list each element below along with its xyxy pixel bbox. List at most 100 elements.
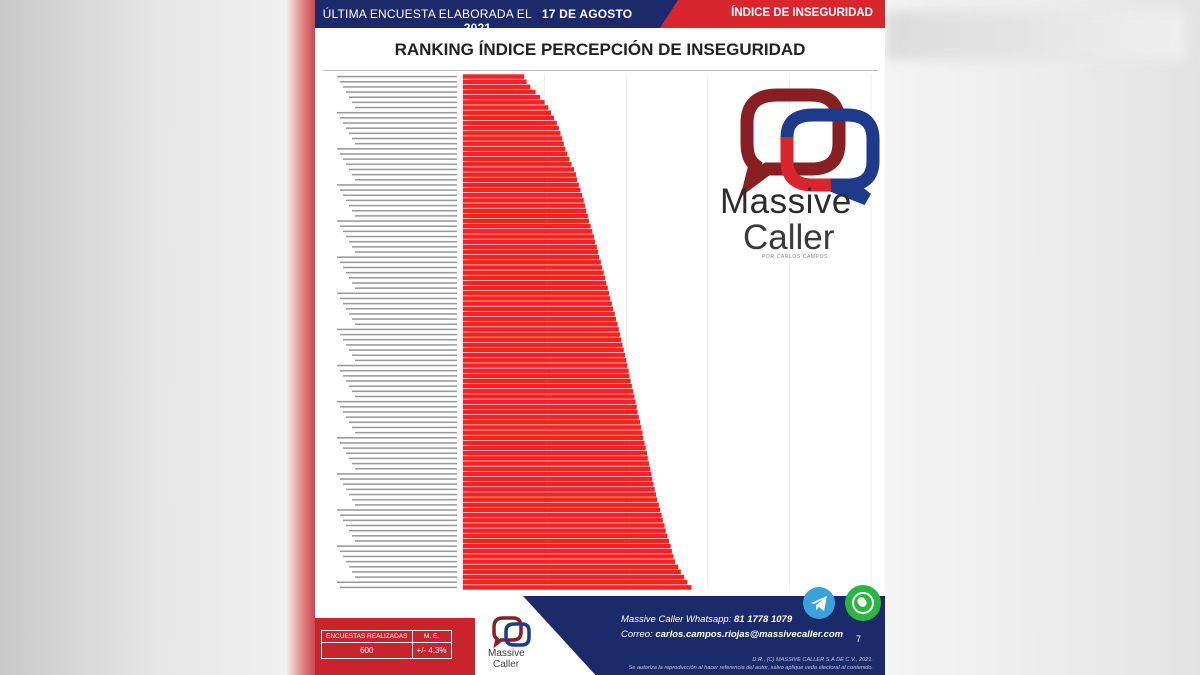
footer-logo-icon (492, 616, 531, 649)
ranking-bar (463, 543, 671, 549)
category-label-placeholder (349, 493, 457, 496)
category-label-placeholder (337, 256, 457, 258)
stats-header-margin: M. E. (411, 630, 452, 643)
ranking-bar (463, 497, 658, 502)
ranking-bar (463, 332, 621, 337)
category-label-placeholder (340, 225, 457, 227)
category-label-placeholder (337, 509, 457, 511)
ranking-bar (463, 327, 619, 332)
ranking-bar (463, 342, 623, 348)
category-label-placeholder (355, 431, 457, 434)
ranking-bar (463, 74, 525, 79)
ranking-bar (463, 270, 604, 275)
category-label-placeholder (355, 179, 457, 181)
whatsapp-icon[interactable] (845, 585, 881, 621)
ranking-bar (463, 249, 599, 255)
category-label-placeholder (349, 457, 457, 460)
infographic-page: ÚLTIMA ENCUESTA ELABORADA EL 17 DE AGOSTO… (315, 0, 885, 675)
ranking-bar (463, 481, 654, 487)
telegram-icon[interactable] (803, 587, 835, 619)
ranking-bar (463, 167, 574, 172)
background-right-blur (885, 10, 1185, 60)
category-label-placeholder (337, 400, 457, 403)
category-label-placeholder (337, 148, 457, 150)
stats-header-surveys: ENCUESTAS REALIZADAS (321, 630, 413, 643)
ranking-bar (463, 285, 608, 291)
email-address[interactable]: carlos.campos.riojas@massivecaller.com (655, 629, 844, 640)
email-contact: Correo: carlos.campos.riojas@massivecall… (621, 629, 843, 640)
category-label-placeholder (343, 411, 457, 413)
email-label: Correo: (621, 629, 653, 640)
ranking-bar (463, 296, 611, 301)
ranking-bar (463, 79, 527, 85)
ranking-bar (463, 549, 672, 554)
ranking-bar (463, 301, 612, 306)
category-label-placeholder (349, 349, 457, 351)
category-label-placeholder (343, 375, 457, 377)
ranking-bar (463, 585, 692, 590)
category-label-placeholder (346, 235, 457, 238)
ranking-bar (463, 466, 651, 472)
ranking-bar (463, 146, 566, 152)
ranking-bar (463, 198, 584, 203)
category-label-placeholder (352, 137, 457, 140)
ranking-bar-chart (337, 74, 872, 590)
category-label-placeholder (340, 478, 457, 480)
ranking-bar (463, 559, 676, 564)
header-date: 17 DE AGOSTO 2021 (463, 7, 633, 35)
ranking-bar (463, 409, 638, 415)
category-label-placeholder (352, 246, 457, 248)
ranking-bar (463, 528, 666, 533)
ranking-bar (463, 100, 545, 105)
category-label-placeholder (349, 240, 457, 243)
ranking-bar (463, 579, 688, 585)
category-label-placeholder (340, 297, 457, 300)
ranking-bar (463, 229, 593, 234)
category-label-placeholder (346, 452, 457, 455)
whatsapp-number[interactable]: 81 1778 1079 (734, 614, 793, 625)
ranking-bar (463, 316, 616, 322)
category-label-placeholder (355, 215, 457, 217)
header-red-tab (660, 0, 885, 28)
ranking-bar (463, 136, 563, 141)
ranking-bar (463, 420, 641, 425)
ranking-bar (463, 378, 631, 384)
ranking-bar (463, 141, 564, 146)
category-label-placeholder (337, 364, 457, 367)
ranking-bar (463, 89, 536, 95)
category-label-placeholder (343, 194, 457, 197)
category-label-placeholder (337, 328, 457, 331)
category-label-placeholder (346, 199, 457, 202)
category-label-placeholder (346, 344, 457, 346)
ranking-bar (463, 125, 559, 131)
header-prefix: ÚLTIMA ENCUESTA ELABORADA EL (322, 7, 532, 21)
category-label-placeholder (340, 189, 457, 191)
category-label-placeholder (340, 80, 457, 83)
ranking-bar (463, 373, 630, 379)
category-label-placeholder (352, 571, 457, 573)
category-label-placeholder (343, 230, 457, 233)
ranking-bar (463, 203, 585, 208)
ranking-bar (463, 239, 596, 244)
ranking-bar (463, 435, 644, 441)
category-label-placeholder (349, 168, 457, 171)
category-label-placeholder (337, 184, 457, 186)
category-label-placeholder (343, 555, 457, 558)
category-label-placeholder (352, 354, 457, 356)
category-label-placeholder (346, 163, 457, 166)
legal-copyright: D.R., (C) MASSIVE CALLER S.A DE C.V., 20… (752, 657, 873, 663)
header-right-label: ÍNDICE DE INSEGURIDAD (731, 7, 873, 19)
ranking-bar (463, 234, 594, 239)
ranking-bar (463, 518, 663, 523)
ranking-bar (463, 383, 632, 389)
category-label-placeholder (337, 473, 457, 475)
ranking-bar (463, 162, 572, 167)
ranking-bar (463, 425, 642, 430)
category-label-placeholder (340, 514, 457, 516)
whatsapp-contact: Massive Caller Whatsapp: 81 1778 1079 (621, 614, 792, 625)
category-label-placeholder (346, 91, 457, 93)
category-label-placeholder (349, 566, 457, 568)
ranking-bar (463, 476, 653, 482)
category-label-placeholder (346, 416, 457, 418)
category-label-placeholder (352, 426, 457, 429)
